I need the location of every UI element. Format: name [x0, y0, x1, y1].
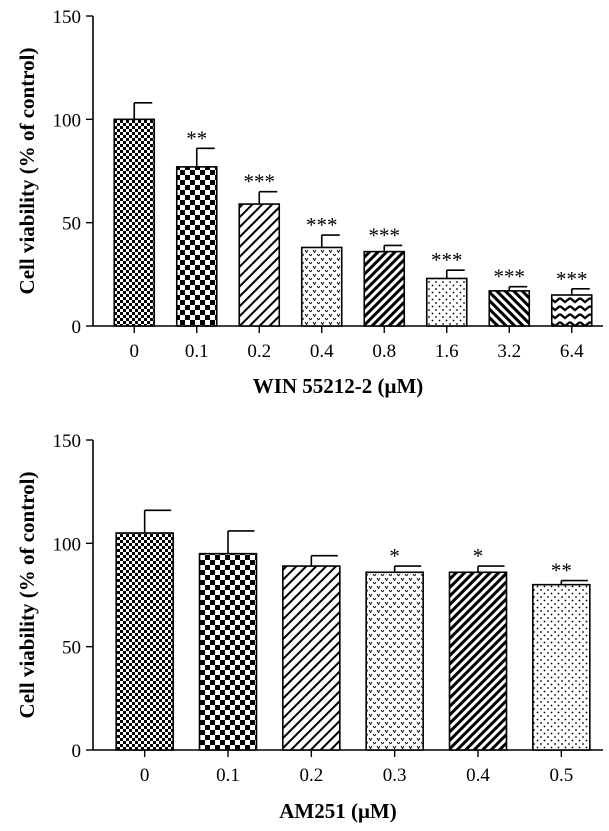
y-tick-label: 0 [72, 317, 82, 338]
win-category-label-4: 0.8 [372, 341, 396, 362]
am251-bar-1 [198, 552, 258, 751]
am251-category-label-2: 0.2 [299, 765, 323, 786]
win-category-label-2: 0.2 [247, 341, 271, 362]
win-bar-2 [238, 203, 281, 327]
y-tick-label: 50 [62, 638, 81, 659]
y-tick-label: 100 [53, 110, 82, 131]
win-significance-3: *** [306, 213, 338, 237]
win-category-label-5: 1.6 [435, 341, 459, 362]
am251-significance-3: * [389, 544, 400, 568]
am251-category-label-1: 0.1 [216, 765, 240, 786]
win-bar-6 [488, 290, 531, 327]
am251-bar-3 [365, 571, 424, 751]
am251-category-label-4: 0.4 [466, 765, 490, 786]
am251-category-label-5: 0.5 [549, 765, 573, 786]
am251-category-label-0: 0 [140, 765, 150, 786]
am251-significance-4: * [473, 544, 484, 568]
win-category-label-1: 0.1 [185, 341, 209, 362]
win-bar-4 [363, 250, 406, 327]
am251-bar-2 [282, 565, 341, 751]
y-tick-label: 50 [62, 214, 81, 235]
am251-bar-5 [532, 583, 591, 751]
y-tick-label: 150 [53, 431, 82, 452]
win-bar-3 [300, 246, 343, 327]
y-tick-label: 100 [53, 534, 82, 555]
am251-chart-panel: 0 50 100 150 Cell viability (% of control) 0 0… [15, 431, 603, 823]
win-category-label-0: 0 [130, 341, 140, 362]
x-axis-label: AM251 (μM) [279, 799, 396, 823]
win-significance-5: *** [431, 248, 463, 272]
win-bar-5 [425, 277, 468, 327]
win-bar-7 [550, 294, 593, 327]
y-axis-label: Cell viability (% of control) [15, 48, 39, 295]
x-axis-label: WIN 55212-2 (μM) [253, 374, 424, 398]
am251-category-label-3: 0.3 [383, 765, 407, 786]
win-significance-4: *** [369, 223, 401, 247]
am251-significance-5: ** [551, 559, 572, 583]
win-category-label-3: 0.4 [310, 341, 334, 362]
win-significance-2: *** [244, 170, 276, 194]
am251-bar-0 [115, 532, 174, 751]
am251-bar-4 [448, 571, 508, 751]
win-significance-7: *** [556, 267, 588, 291]
win-significance-6: *** [494, 265, 526, 289]
win-bar-0 [113, 118, 156, 327]
win-category-label-7: 6.4 [560, 341, 584, 362]
win-category-label-6: 3.2 [497, 341, 521, 362]
y-axis-label: Cell viability (% of control) [15, 472, 39, 719]
win-chart-panel: 0 50 100 150 Cell viability (% of control) 0 0… [15, 7, 603, 398]
win-bar-1 [175, 166, 218, 327]
y-tick-label: 0 [72, 741, 82, 762]
win-significance-1: ** [186, 126, 207, 150]
y-tick-label: 150 [53, 7, 82, 28]
